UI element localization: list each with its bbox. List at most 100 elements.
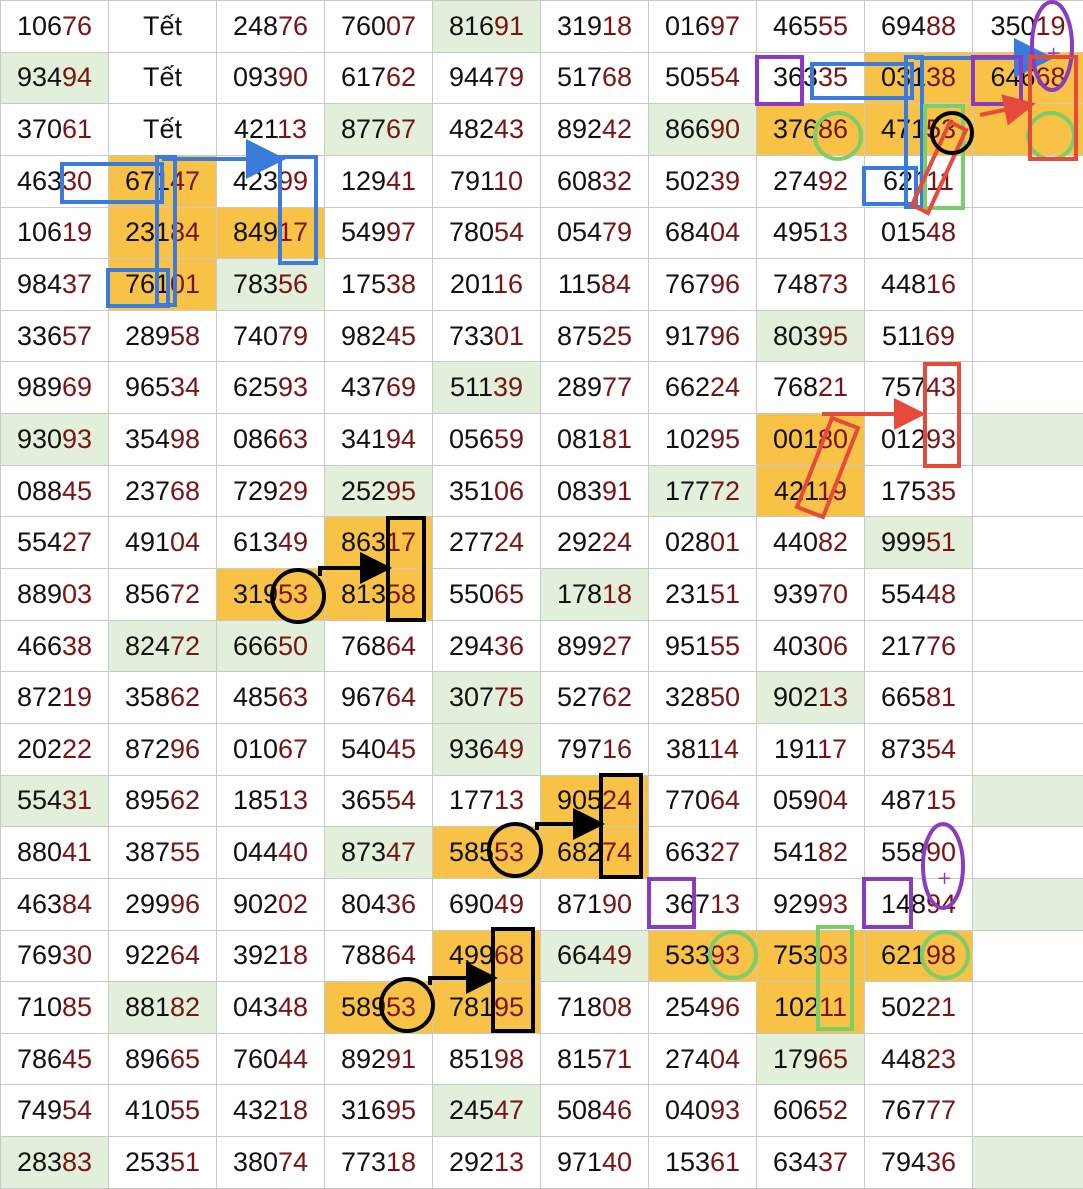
number-tail: 79 [278, 320, 309, 351]
number-tail: 21 [818, 372, 849, 403]
grid-cell: 90524 [540, 774, 649, 828]
grid-cell: 78864 [324, 929, 433, 983]
grid-cell: 71085 [0, 981, 109, 1034]
number-tail: 04 [710, 1043, 741, 1074]
number-head: 816 [448, 10, 494, 41]
number-tail: 95 [386, 475, 417, 506]
grid-cell: 66581 [864, 671, 973, 724]
number-tail: 11 [819, 991, 848, 1022]
number-head: 663 [664, 837, 710, 868]
number-tail: 55 [710, 630, 741, 661]
number-head: 148 [880, 888, 926, 919]
number-tail: 96 [710, 269, 741, 300]
grid-cell: 49104 [108, 516, 217, 570]
number-tail: 93 [926, 423, 957, 454]
grid-cell: 68404 [648, 206, 757, 260]
number-head: 495 [772, 217, 818, 248]
number-head: 664 [556, 940, 602, 971]
grid-cell: 39218 [216, 929, 325, 983]
grid-cell: 12941 [324, 154, 433, 208]
grid-cell: 51139 [432, 361, 541, 415]
number-tail: 13 [818, 682, 849, 713]
grid-cell: 17535 [864, 464, 973, 518]
number-tail: 23 [926, 1043, 957, 1074]
number-head: 999 [880, 527, 926, 558]
grid-cell: 44816 [864, 258, 973, 311]
grid-cell: 49513 [756, 206, 865, 260]
number-tail: 01 [494, 320, 525, 351]
grid-cell: 75303 [756, 929, 865, 983]
number-tail: 24 [602, 527, 633, 558]
number-tail: 19 [817, 475, 848, 506]
grid-cell: 93494 [0, 51, 109, 105]
grid-cell [972, 413, 1083, 466]
number-head: 175 [880, 475, 926, 506]
number-tail: 54 [494, 217, 525, 248]
number-head: 773 [340, 1147, 386, 1178]
number-tail: 45 [62, 475, 93, 506]
number-tail: 65 [494, 578, 525, 609]
grid-cell: 80395 [756, 309, 865, 363]
grid-cell [972, 568, 1083, 621]
grid-cell: 58953 [324, 981, 433, 1034]
grid-cell [972, 258, 1083, 311]
number-head: 585 [448, 837, 494, 868]
grid-cell: 62198 [864, 929, 973, 983]
number-head: 621 [882, 165, 926, 196]
number-tail: 36 [926, 1147, 957, 1178]
number-tail: 71 [602, 1043, 633, 1074]
number-tail: 06 [818, 630, 849, 661]
number-head: 748 [772, 269, 818, 300]
number-tail: 75 [494, 682, 525, 713]
number-tail: 64 [386, 682, 417, 713]
number-head: 666 [232, 630, 278, 661]
number-head: 083 [556, 475, 602, 506]
grid-cell: 97140 [540, 1136, 649, 1189]
grid-cell: 50554 [648, 51, 757, 105]
number-head: 856 [124, 578, 170, 609]
grid-cell: 77064 [648, 774, 757, 828]
grid-row: 93494 Tết 09390 61762 94479 51768 50554 36335 03… [0, 51, 1083, 105]
number-tail: 27 [602, 630, 633, 661]
grid-cell [972, 206, 1083, 260]
number-head: 319 [232, 578, 278, 609]
number-head: 403 [772, 630, 818, 661]
number-tail: 90 [926, 837, 957, 868]
grid-cell: 09390 [216, 51, 325, 105]
grid-cell: 46384 [0, 877, 109, 931]
number-tail: 91 [494, 10, 525, 41]
grid-cell: 08391 [540, 464, 649, 518]
number-head: 889 [16, 578, 62, 609]
grid-cell: 87347 [324, 826, 433, 879]
grid-row: 74954 41055 43218 31695 24547 50846 04093 60652… [0, 1084, 1083, 1138]
number-head: 902 [232, 888, 278, 919]
grid-cell: 35019 [972, 0, 1083, 53]
number-tail: 69 [62, 372, 93, 403]
number-head: 448 [880, 269, 926, 300]
grid-cell: 51169 [864, 309, 973, 363]
number-head: 231 [124, 217, 170, 248]
number-head: 336 [16, 320, 62, 351]
number-tail: 24 [710, 372, 741, 403]
number-tail: 61 [62, 114, 93, 145]
number-head: 289 [124, 320, 170, 351]
number-head: 905 [556, 785, 602, 816]
number-head: 665 [880, 682, 926, 713]
grid-row: 28383 25351 38074 77318 29213 97140 15361 63437… [0, 1136, 1083, 1189]
number-head: 341 [340, 423, 386, 454]
number-head: 153 [664, 1147, 710, 1178]
number-tail: 69 [925, 320, 956, 351]
grid-cell: 15361 [648, 1136, 757, 1189]
grid-cell: 82472 [108, 619, 217, 673]
grid-row: 08845 23768 72929 25295 35106 08391 17772 42119… [0, 464, 1083, 518]
number-tail: 84 [62, 888, 93, 919]
grid-cell: 17713 [432, 774, 541, 828]
number-tail: 51 [710, 578, 741, 609]
grid-cell [972, 103, 1083, 156]
number-head: 202 [16, 733, 62, 764]
grid-cell: 89927 [540, 619, 649, 673]
number-tail: 06 [494, 475, 525, 506]
number-head: 354 [124, 423, 170, 454]
number-tail: 01 [710, 527, 741, 558]
grid-cell: 04440 [216, 826, 325, 879]
